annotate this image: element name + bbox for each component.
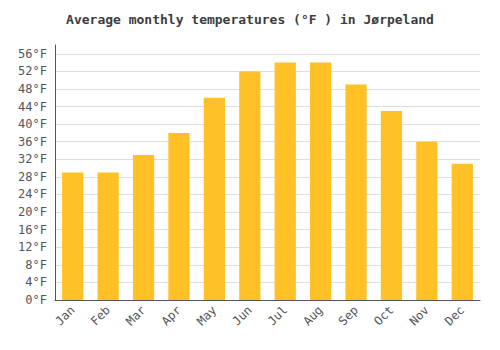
- svg-text:0°F: 0°F: [25, 293, 47, 307]
- svg-text:Jan: Jan: [52, 303, 77, 328]
- svg-text:36°F: 36°F: [18, 135, 47, 149]
- svg-text:Jul: Jul: [265, 303, 290, 328]
- svg-text:Sep: Sep: [336, 303, 361, 328]
- svg-text:Aug: Aug: [300, 303, 325, 328]
- svg-text:28°F: 28°F: [18, 170, 47, 184]
- svg-text:8°F: 8°F: [25, 258, 47, 272]
- svg-text:Oct: Oct: [371, 303, 396, 328]
- svg-text:32°F: 32°F: [18, 152, 47, 166]
- svg-text:May: May: [194, 303, 219, 328]
- svg-text:16°F: 16°F: [18, 223, 47, 237]
- svg-text:56°F: 56°F: [18, 47, 47, 61]
- svg-text:Nov: Nov: [407, 303, 432, 328]
- svg-text:Mar: Mar: [123, 303, 148, 328]
- svg-text:Dec: Dec: [442, 303, 467, 328]
- svg-text:48°F: 48°F: [18, 82, 47, 96]
- svg-text:Apr: Apr: [159, 303, 184, 328]
- svg-text:Average monthly temperatures (: Average monthly temperatures (°F ) in Jø…: [66, 12, 434, 27]
- svg-text:Jun: Jun: [230, 303, 255, 328]
- svg-text:12°F: 12°F: [18, 240, 47, 254]
- svg-text:44°F: 44°F: [18, 100, 47, 114]
- svg-text:Feb: Feb: [88, 303, 113, 328]
- svg-text:4°F: 4°F: [25, 275, 47, 289]
- svg-text:20°F: 20°F: [18, 205, 47, 219]
- svg-text:52°F: 52°F: [18, 64, 47, 78]
- svg-text:24°F: 24°F: [18, 187, 47, 201]
- svg-text:40°F: 40°F: [18, 117, 47, 131]
